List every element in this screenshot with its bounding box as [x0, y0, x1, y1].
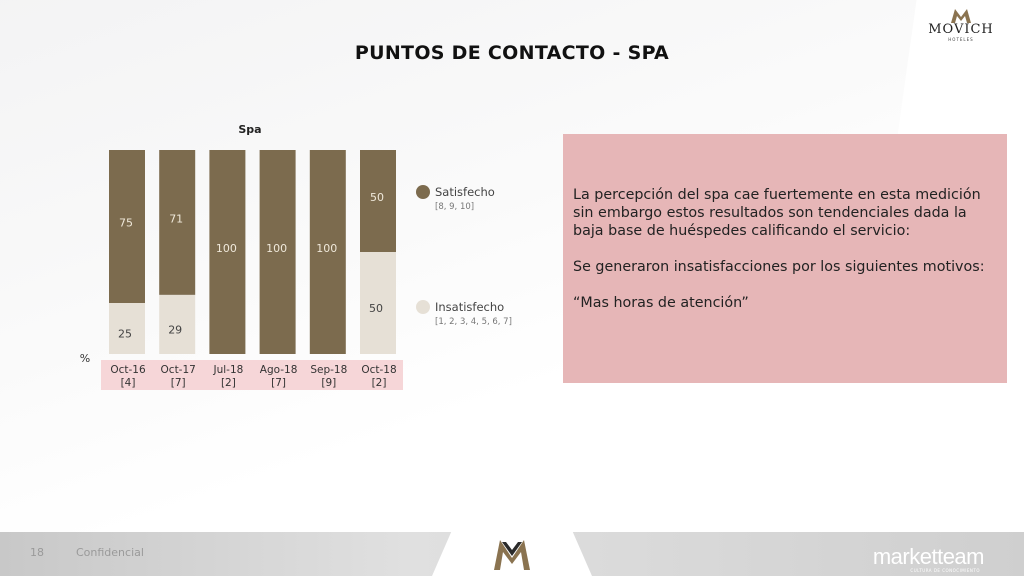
category-base-label: [9]: [321, 377, 336, 389]
brand-name: MOVICH: [928, 22, 994, 37]
category-base-label: [4]: [121, 377, 136, 389]
chart-title: Spa: [238, 123, 261, 136]
bar-satisfied: [360, 150, 396, 252]
bar-label-satisfied: 100: [316, 242, 337, 255]
category-label: Jul-18: [212, 364, 243, 376]
category-label: Oct-17: [161, 364, 196, 376]
brand-subtitle: HOTELES: [948, 37, 974, 42]
page-title: PUNTOS DE CONTACTO - SPA: [354, 42, 670, 64]
bar-satisfied: [109, 150, 145, 303]
confidential-label: Confidencial: [76, 546, 144, 559]
bar-label-satisfied: 100: [266, 242, 287, 255]
bar-label-satisfied: 71: [169, 212, 183, 225]
commentary-box: La percepción del spa cae fuertemente en…: [563, 134, 1007, 383]
legend-detail-satisfied: [8, 9, 10]: [435, 202, 474, 212]
page-number: 18: [30, 546, 44, 559]
legend-marker-satisfied: [416, 185, 430, 199]
bar-label-satisfied: 100: [216, 242, 237, 255]
category-label: Oct-18: [361, 364, 396, 376]
bar-satisfied: [259, 150, 296, 354]
category-label: Sep-18: [310, 364, 347, 376]
category-label: Oct-16: [110, 364, 146, 376]
legend-label-unsatisfied: Insatisfecho: [435, 300, 504, 314]
bar-label-satisfied: 75: [119, 217, 133, 230]
brand-mark-icon: [951, 9, 971, 23]
bar-unsatisfied: [159, 294, 196, 354]
legend-label-satisfied: Satisfecho: [435, 185, 495, 199]
footer-bar: 18 Confidencial marketteam CULTURA DE CO…: [0, 532, 1024, 576]
legend-detail-unsatisfied: [1, 2, 3, 4, 5, 6, 7]: [435, 317, 512, 327]
category-base-label: [2]: [372, 377, 387, 389]
legend-marker-unsatisfied: [416, 300, 430, 314]
commentary-paragraph-3: “Mas horas de atención”: [573, 295, 749, 311]
company-logo: marketteam: [872, 544, 985, 569]
commentary-paragraph-1: La percepción del spa cae fuertemente en…: [573, 187, 981, 239]
bar-satisfied: [309, 150, 346, 354]
category-label: Ago-18: [260, 364, 298, 376]
company-tagline: CULTURA DE CONOCIMIENTO: [910, 568, 980, 573]
category-base-label: [7]: [271, 377, 286, 389]
footer-brand-mark-icon: [494, 540, 530, 570]
footer-center-tab: [432, 532, 592, 576]
category-base-label: [2]: [221, 377, 236, 389]
bar-label-unsatisfied: 50: [369, 302, 383, 315]
brand-logo: MOVICH HOTELES: [916, 8, 1006, 44]
category-label-band: [101, 360, 403, 390]
bar-satisfied: [159, 150, 196, 295]
unit-label: %: [80, 352, 90, 365]
bar-satisfied: [209, 150, 246, 354]
bar-label-unsatisfied: 25: [118, 328, 132, 341]
bar-label-unsatisfied: 29: [168, 323, 182, 336]
commentary-paragraph-2: Se generaron insatisfacciones por los si…: [573, 259, 985, 275]
bar-unsatisfied: [109, 303, 145, 354]
bar-unsatisfied: [360, 252, 396, 354]
bar-label-satisfied: 50: [370, 191, 384, 204]
category-base-label: [7]: [171, 377, 186, 389]
